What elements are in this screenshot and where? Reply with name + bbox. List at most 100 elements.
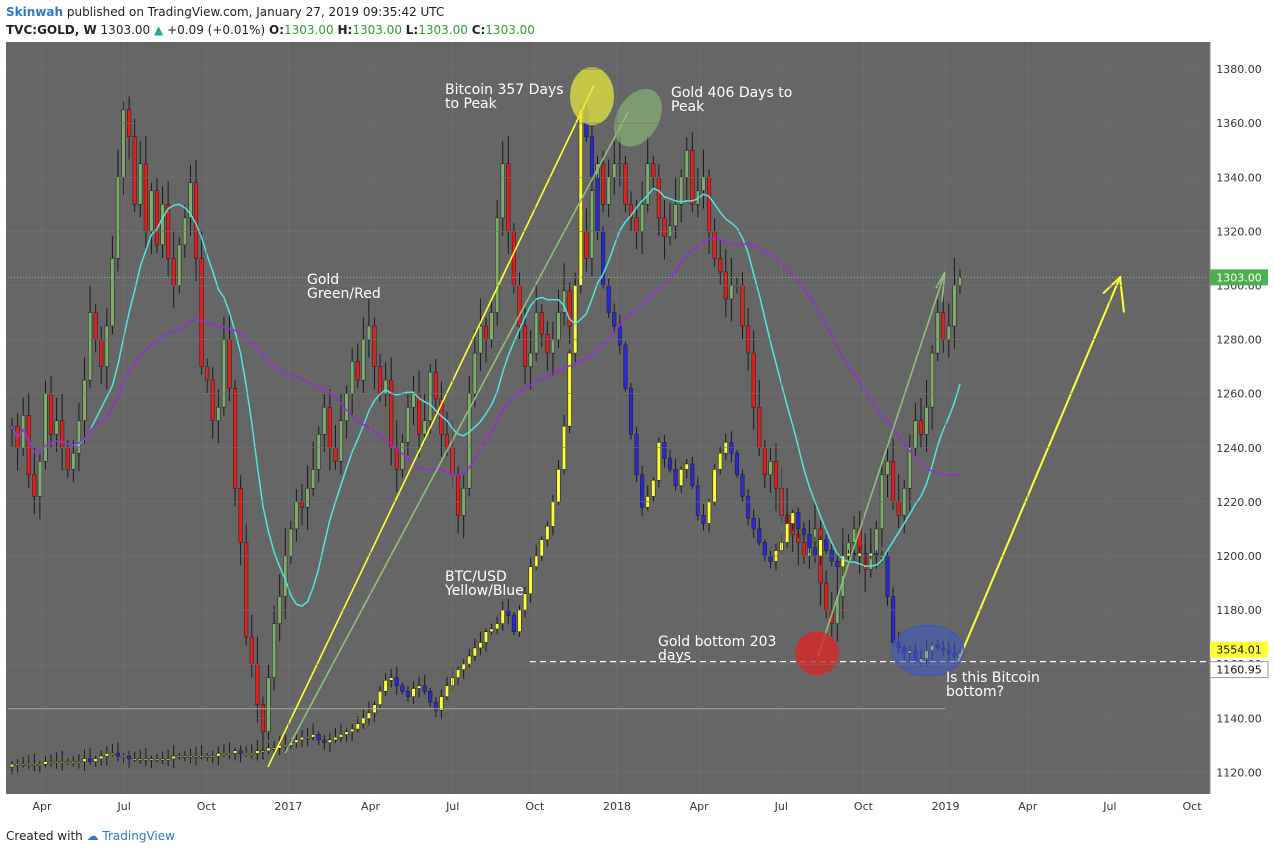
btc-candle-body	[255, 750, 260, 754]
gold-candle-body	[946, 325, 951, 340]
gold-candle-body	[288, 528, 293, 557]
btc-candle-body	[322, 739, 327, 743]
price-tag	[1210, 269, 1268, 286]
btc-candle-body	[617, 325, 622, 346]
price-tick-label: 1140.00	[1216, 712, 1262, 725]
btc-candle-body	[355, 723, 360, 730]
btc-candle-body	[216, 753, 221, 757]
tradingview-link[interactable]: TradingView	[102, 829, 175, 843]
annotation-text: Bitcoin 357 Days to Peak	[445, 82, 564, 112]
gold-candle-body	[177, 244, 182, 286]
btc-candle-body	[472, 647, 477, 657]
btc-candle-body	[495, 623, 500, 630]
open-label: O:	[269, 23, 285, 37]
ohlc-line: TVC:GOLD, W 1303.00 ▲ +0.09 (+0.01%) O:1…	[6, 23, 535, 37]
btc-candle-body	[115, 753, 121, 757]
gold-candle-body	[110, 258, 115, 327]
gold-candle-body	[249, 636, 254, 665]
gold-candle-body	[707, 177, 712, 232]
gold-candle-body	[104, 325, 109, 367]
btc-candle-body	[177, 755, 182, 758]
gold-candle-body	[762, 447, 767, 476]
gold-candle-body	[227, 339, 232, 389]
gold-candle-body	[941, 312, 946, 340]
gold-candle-body	[489, 312, 494, 340]
btc-candle-body	[489, 628, 494, 632]
gold-candle-body	[311, 469, 316, 489]
symbol-label: TVC:GOLD, W	[6, 23, 97, 37]
price-chart[interactable]: 1120.001140.001160.001180.001200.001220.…	[0, 40, 1274, 820]
gold-candle-body	[824, 582, 829, 611]
gold-candle-body	[617, 163, 622, 166]
price-tick-label: 1180.00	[1216, 604, 1262, 617]
btc-candle-body	[143, 758, 148, 761]
time-tick-label: Apr	[32, 800, 52, 813]
btc-candle-body	[305, 736, 310, 739]
time-tick-label: Apr	[1018, 800, 1038, 813]
gold-candle-body	[366, 325, 371, 340]
btc-candle-body	[110, 753, 115, 755]
btc-candle-body	[679, 469, 684, 486]
btc-candle-body	[444, 685, 450, 697]
gold-candle-body	[355, 360, 360, 381]
gold-candle-body	[143, 163, 148, 232]
btc-candle-body	[193, 755, 199, 758]
footer: Created with ☁ TradingView	[6, 829, 175, 847]
time-tick-label: Jul	[445, 800, 459, 813]
time-axis[interactable]: Apr Jul Oct 2017 Apr Jul Oct 2018 Apr Jul Oct 2019 A…	[32, 42, 1202, 813]
gold-candle-body	[935, 312, 940, 354]
btc-candle-body	[874, 553, 879, 557]
btc-candle-body	[333, 736, 338, 741]
btc-candle-body	[461, 663, 466, 670]
btc-candle-body	[411, 688, 416, 697]
price-tick-label: 1280.00	[1216, 334, 1262, 347]
btc-candle-body	[227, 753, 232, 755]
price-tick-label: 1200.00	[1216, 550, 1262, 563]
btc-candle-body	[71, 761, 76, 763]
gold-candle-body	[957, 277, 963, 286]
bitcoin-peak-marker	[570, 67, 614, 126]
btc-candle-body	[478, 642, 483, 649]
gold-candle-body	[550, 339, 555, 354]
btc-candle-body	[377, 690, 383, 705]
btc-candle-body	[734, 452, 739, 476]
time-tick-label: Oct	[197, 800, 217, 813]
btc-candle-body	[311, 734, 316, 738]
gold-candle-body	[729, 285, 734, 300]
btc-candle-body	[272, 747, 277, 750]
time-tick-label: Jul	[774, 800, 788, 813]
btc-candle-body	[539, 539, 544, 557]
btc-candle-body	[249, 753, 254, 755]
gold-candle-body	[930, 352, 935, 408]
price-axis[interactable]: 1120.001140.001160.001180.001200.001220.…	[6, 63, 1262, 779]
btc-candle-body	[366, 712, 371, 719]
btc-candle-body	[757, 528, 762, 543]
btc-candle-body	[768, 555, 773, 562]
btc-candle-body	[612, 312, 617, 327]
gold-candle-body	[500, 163, 505, 219]
btc-candle-body	[506, 609, 511, 616]
gold-candle-body	[255, 663, 260, 705]
annotation-text: Gold bottom 203 days	[658, 634, 776, 664]
gold-candle-body	[389, 379, 394, 449]
btc-candle-body	[260, 750, 265, 753]
btc-candle-body	[606, 285, 611, 313]
gold-candle-body	[171, 258, 176, 286]
btc-candle-body	[205, 755, 210, 758]
btc-candle-body	[528, 566, 533, 595]
btc-candle-body	[60, 761, 65, 763]
btc-candle-body	[244, 753, 249, 755]
last-price: 1303.00	[100, 23, 151, 37]
gold-candle-body	[891, 461, 896, 503]
btc-candle-body	[517, 609, 522, 632]
gold-candle-body	[88, 312, 93, 381]
gold-candle-body	[907, 447, 912, 489]
gold-candle-body	[567, 290, 572, 327]
time-tick-label: 2018	[603, 800, 631, 813]
btc-candle-body	[651, 479, 656, 497]
author-name[interactable]: Skinwah	[6, 5, 64, 19]
gold-candle-body	[115, 177, 121, 259]
btc-candle-body	[199, 755, 204, 758]
gold-candle-body	[913, 420, 918, 449]
gold-candle-body	[712, 231, 717, 259]
